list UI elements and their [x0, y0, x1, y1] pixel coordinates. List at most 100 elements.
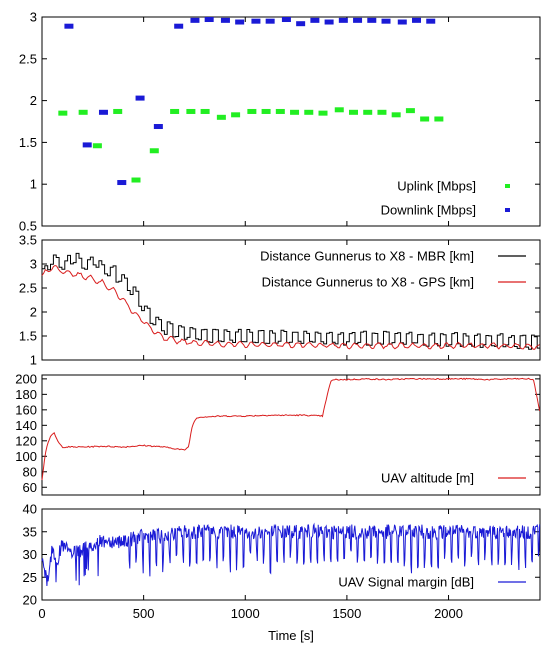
chart-panels: 0.5 1 1.5 2 2.5 3 Uplink [Mbps] Downlink [Mbps]…	[15, 10, 541, 643]
panel-4: 20 25 30 35 40 UAV Signal margin [dB] 0 500 1000…	[23, 502, 541, 643]
data-point	[310, 17, 320, 23]
y-tick-label: 160	[15, 402, 37, 417]
y-tick-label: 2.5	[19, 51, 37, 66]
y-tick-label: 3.5	[19, 233, 37, 248]
data-point	[231, 112, 241, 118]
y-tick-label: 140	[15, 418, 37, 433]
legend-marker	[505, 208, 510, 212]
data-point	[58, 110, 68, 116]
data-point	[397, 19, 407, 25]
data-point	[78, 109, 88, 115]
x-tick-label: 1500	[332, 606, 361, 621]
legend-label: UAV Signal margin [dB]	[338, 575, 474, 590]
data-point	[391, 112, 401, 118]
y-tick-label: 100	[15, 449, 37, 464]
data-point	[405, 108, 415, 114]
data-point	[348, 109, 358, 115]
y-tick-label: 120	[15, 433, 37, 448]
x-axis-label: Time [s]	[268, 628, 314, 643]
y-tick-label: 0.5	[19, 219, 37, 234]
legend-marker	[505, 184, 510, 188]
data-point	[367, 17, 377, 23]
data-point	[420, 116, 430, 122]
plot-frame	[41, 16, 541, 227]
data-point	[265, 18, 275, 24]
data-point	[247, 108, 257, 114]
plot-frame	[41, 374, 541, 496]
x-tick-label: 0	[38, 606, 45, 621]
y-tick-label: 80	[23, 464, 37, 479]
data-point	[334, 107, 344, 113]
y-tick-label: 60	[23, 480, 37, 495]
data-point	[338, 17, 348, 23]
data-point	[318, 110, 328, 116]
data-point	[304, 109, 314, 115]
data-point	[296, 21, 306, 27]
data-point	[324, 19, 334, 25]
data-point	[135, 95, 145, 101]
data-point	[275, 108, 285, 114]
data-point	[174, 23, 184, 29]
data-point	[149, 148, 159, 154]
y-tick-label: 180	[15, 387, 37, 402]
legend-label: Distance Gunnerus to X8 - MBR [km]	[260, 249, 474, 264]
x-tick-label: 500	[133, 606, 155, 621]
data-point	[92, 143, 102, 149]
data-point	[131, 177, 141, 183]
data-point	[281, 17, 291, 23]
data-point	[220, 17, 230, 23]
series-line	[41, 377, 541, 481]
y-tick-label: 40	[23, 502, 37, 517]
x-tick-label: 1000	[231, 606, 260, 621]
y-tick-label: 35	[23, 524, 37, 539]
series-line	[41, 522, 541, 587]
legend-label: UAV altitude [m]	[381, 471, 474, 486]
series-2	[64, 17, 436, 186]
data-point	[216, 114, 226, 120]
data-point	[82, 142, 92, 148]
series-line	[41, 264, 540, 350]
data-point	[434, 116, 444, 122]
y-tick-label: 200	[15, 371, 37, 386]
data-point	[117, 180, 127, 186]
series-1	[41, 377, 541, 481]
plot-frame	[41, 239, 541, 361]
y-tick-label: 1	[30, 353, 37, 368]
y-tick-label: 3	[30, 10, 37, 25]
data-point	[204, 17, 214, 23]
legend-label: Uplink [Mbps]	[397, 179, 476, 194]
data-point	[261, 108, 271, 114]
series-1	[41, 522, 541, 587]
data-point	[190, 17, 200, 23]
data-point	[290, 109, 300, 115]
x-tick-label: 2000	[434, 606, 463, 621]
series-1	[42, 252, 541, 350]
data-point	[153, 124, 163, 130]
data-point	[381, 18, 391, 24]
data-point	[235, 19, 245, 25]
y-tick-label: 2	[30, 93, 37, 108]
series-line	[42, 252, 541, 350]
data-point	[200, 108, 210, 114]
y-tick-label: 2	[30, 305, 37, 320]
y-tick-label: 1.5	[19, 135, 37, 150]
data-point	[186, 108, 196, 114]
data-point	[98, 109, 108, 115]
data-point	[251, 18, 261, 24]
panel-1: 0.5 1 1.5 2 2.5 3 Uplink [Mbps] Downlink [Mbps]	[19, 10, 541, 234]
data-point	[377, 109, 387, 115]
y-tick-label: 30	[23, 547, 37, 562]
data-point	[113, 108, 123, 114]
series-1	[58, 107, 444, 183]
data-point	[412, 17, 422, 23]
y-tick-label: 1.5	[19, 329, 37, 344]
data-point	[426, 18, 436, 24]
panel-2: 1 1.5 2 2.5 3 3.5 Distance Gunnerus to X8 - MB…	[19, 233, 541, 368]
y-tick-label: 3	[30, 257, 37, 272]
y-tick-label: 25	[23, 570, 37, 585]
y-tick-label: 2.5	[19, 281, 37, 296]
legend-label: Downlink [Mbps]	[381, 203, 476, 218]
data-point	[64, 23, 74, 29]
data-point	[353, 17, 363, 23]
